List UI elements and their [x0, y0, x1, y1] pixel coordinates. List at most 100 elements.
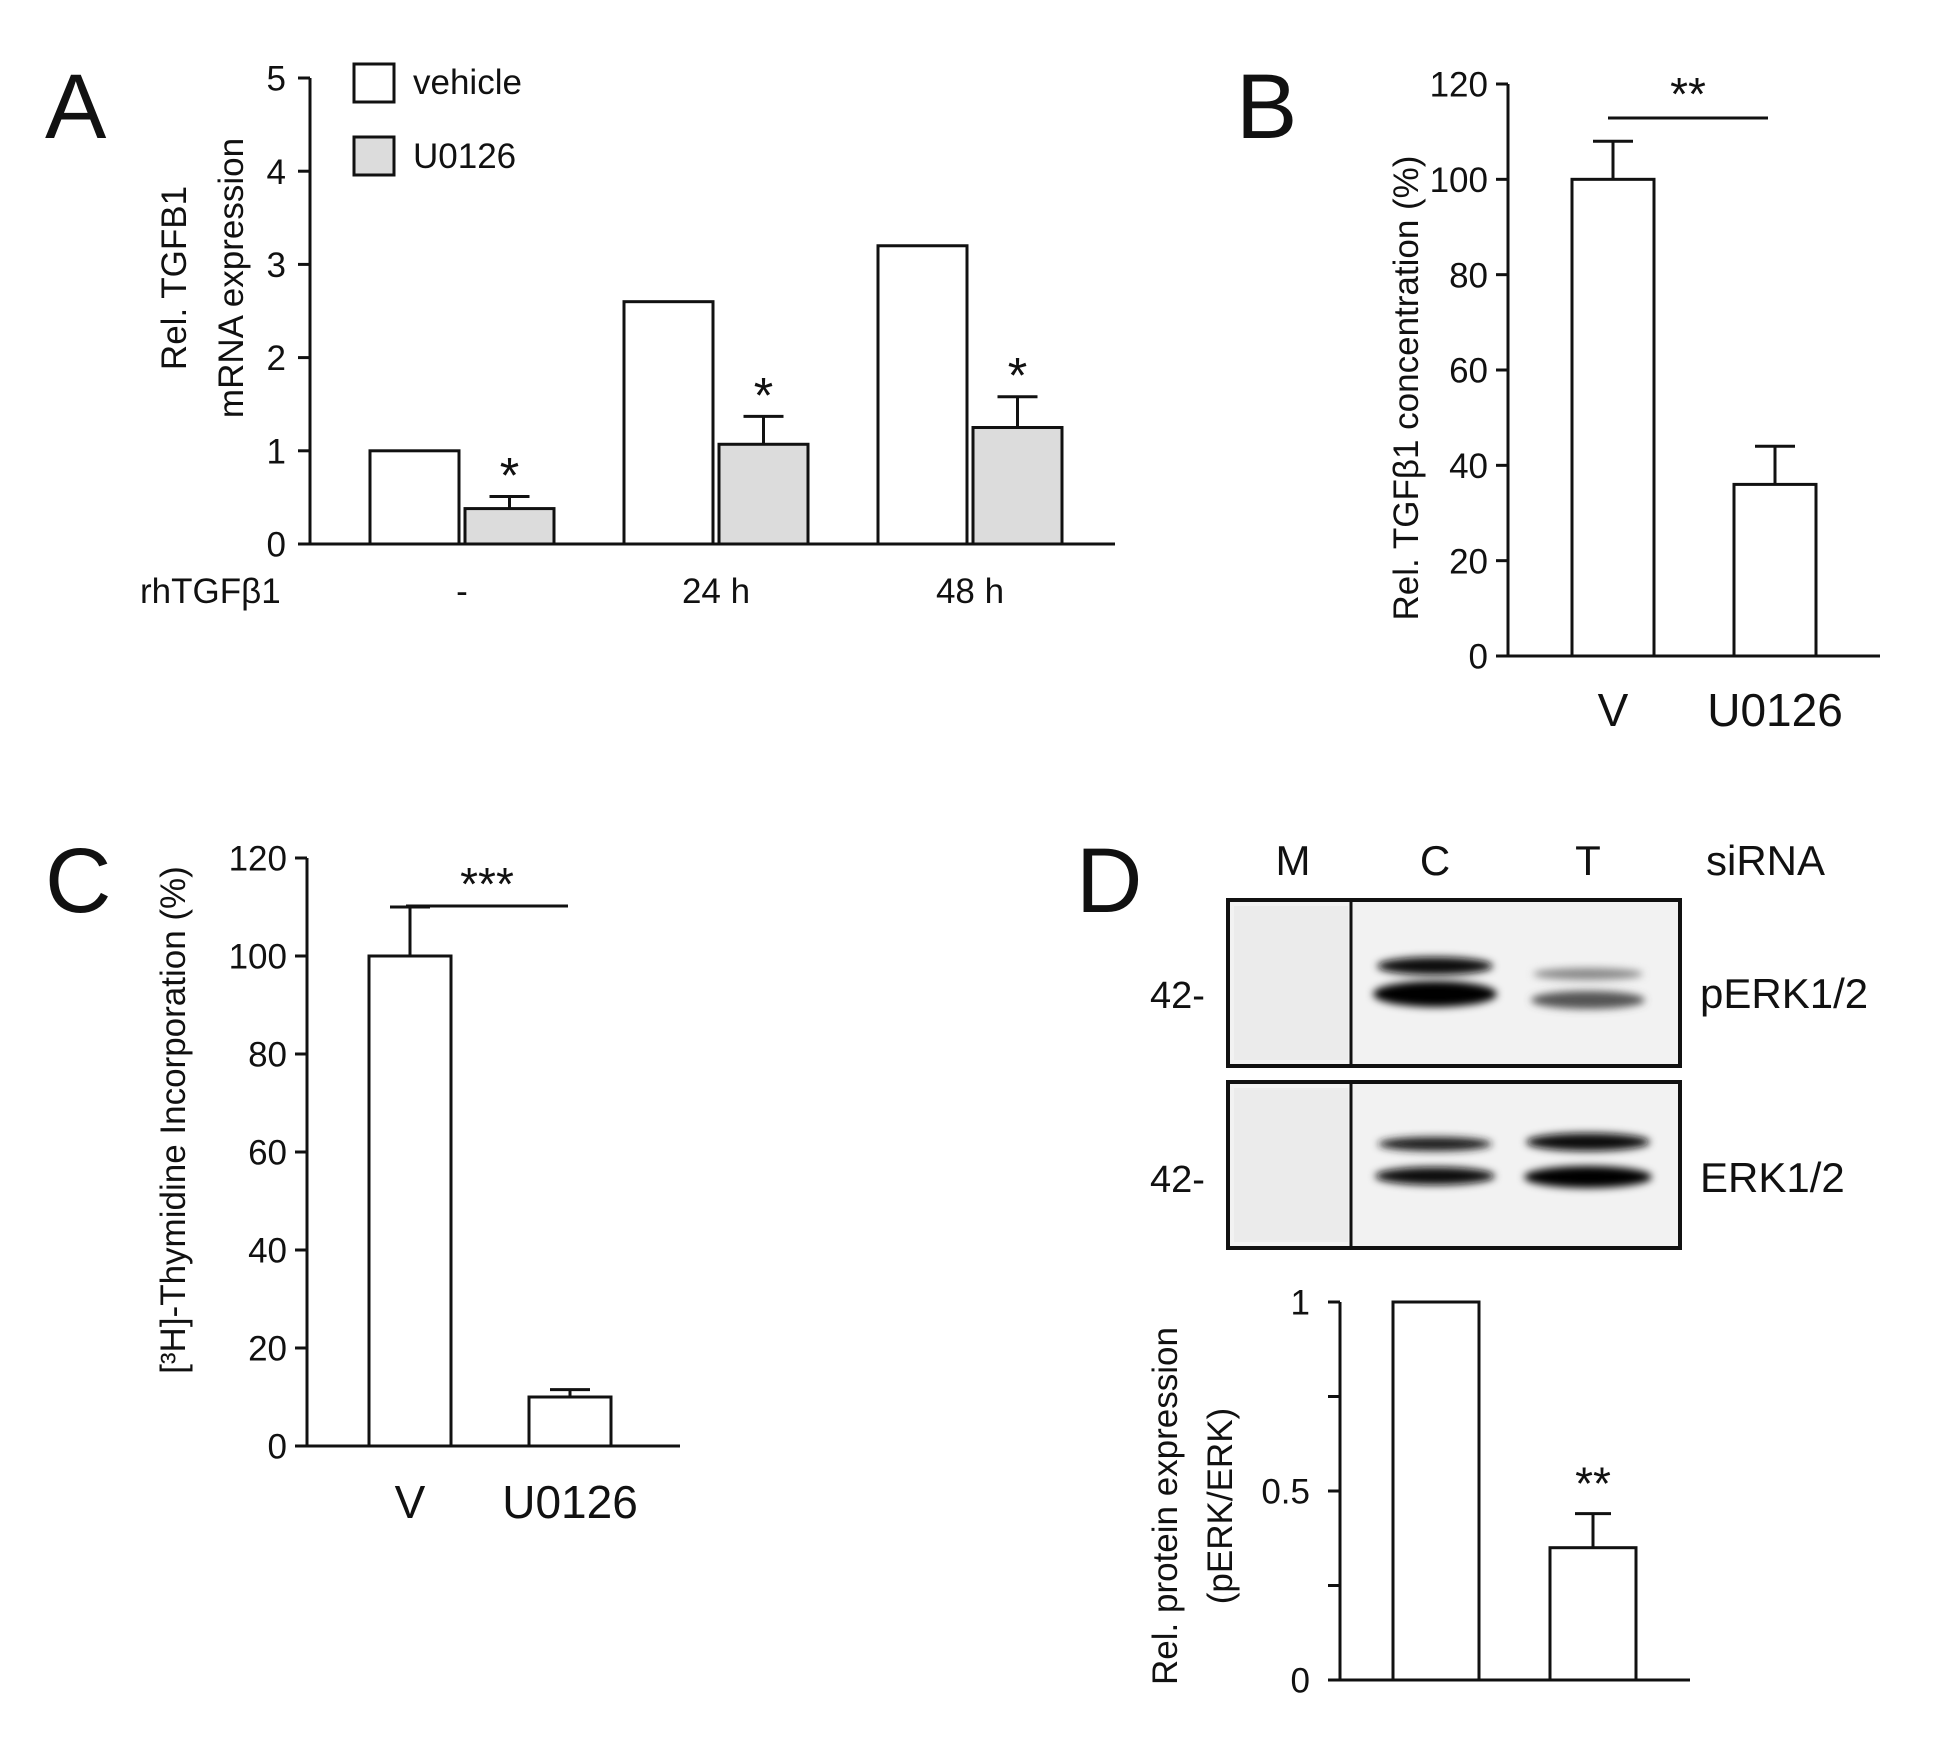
panel-a: A Rel. TGFB1 mRNA expression 0 1 2 3 4 5 * * * …	[45, 56, 1115, 611]
panel-a-ylabel-line2: mRNA expression	[212, 138, 251, 418]
blot-lane-t: T	[1575, 837, 1601, 884]
y-tick-label-0: 0	[267, 526, 286, 565]
y-tick-label-2: 40	[248, 1232, 287, 1271]
x-tick-label-1: U0126	[502, 1476, 638, 1528]
panel-a-ylabel-line1: Rel. TGFB1	[155, 186, 194, 370]
y-tick-label-3: 60	[248, 1134, 287, 1173]
blot-perk-band-c-lower	[1373, 981, 1497, 1007]
y-tick-label-1: 20	[1449, 542, 1488, 581]
error-bar-v	[390, 905, 430, 956]
panel-d: D M C T siRNA 42- pERK1/2	[1076, 830, 1868, 1701]
y-tick-label-6: 120	[229, 840, 287, 879]
bar-u0126-2	[971, 426, 1064, 546]
x-tick-label-0: V	[395, 1476, 426, 1528]
panel-b-bars	[1570, 139, 1818, 658]
blot-lane-m: M	[1276, 837, 1311, 884]
x-tick-label-0: V	[1598, 684, 1629, 736]
panel-letter-c: C	[45, 830, 111, 932]
x-tick-label-1: U0126	[1707, 684, 1843, 736]
significance-1: *	[754, 367, 773, 423]
panel-a-xlabel: rhTGFβ1	[140, 572, 281, 611]
y-tick-label-0: 0	[1469, 638, 1488, 677]
legend-swatch-u0126	[352, 135, 396, 177]
blot-erk	[1226, 1080, 1682, 1250]
panel-b-significance: **	[1670, 68, 1706, 120]
y-tick-label-4: 80	[248, 1036, 287, 1075]
error-bar-u0126	[550, 1388, 590, 1397]
error-bar-v	[1593, 139, 1633, 180]
blot-perk-label: pERK1/2	[1700, 970, 1868, 1017]
significance-0: *	[500, 447, 519, 503]
blot-erk-band-t-lower	[1524, 1166, 1652, 1188]
error-bar-t	[1575, 1512, 1611, 1548]
error-bar-u0126-1	[743, 414, 784, 445]
panel-b-ylabel: Rel. TGFβ1 concentration (%)	[1387, 156, 1426, 621]
blot-lane-header: siRNA	[1706, 837, 1825, 884]
error-bar-u0126	[1755, 444, 1795, 485]
panel-b: B Rel. TGFβ1 concentration (%) 0 20 40 60 80…	[1236, 56, 1880, 736]
y-tick-label-2: 40	[1449, 447, 1488, 486]
bar-u0126-0	[463, 507, 556, 546]
y-tick-label-3: 60	[1449, 352, 1488, 391]
blot-erk-label: ERK1/2	[1700, 1154, 1845, 1201]
panel-b-x-tick-labels: V U0126	[1598, 684, 1843, 736]
blot-perk-band-t-lower	[1531, 991, 1645, 1009]
y-tick-label-0: 0	[1291, 1662, 1310, 1701]
y-tick-label-1: 1	[267, 432, 286, 471]
x-tick-label-1: 24 h	[682, 572, 750, 611]
panel-d-bars: **	[1391, 1300, 1638, 1682]
panel-a-bars: * * *	[368, 244, 1064, 546]
panel-a-legend: vehicle U0126	[352, 62, 522, 177]
legend-label-u0126: U0126	[413, 137, 516, 176]
panel-c-y-ticks: 0 20 40 60 80 100 120	[229, 840, 307, 1467]
panel-letter-a: A	[45, 56, 107, 158]
blot-perk	[1226, 898, 1682, 1068]
bar-t	[1548, 1546, 1638, 1682]
y-tick-label-0: 0	[268, 1428, 287, 1467]
blot-erk-band-c-lower	[1375, 1167, 1495, 1185]
panel-d-ylabel-line2: (pERK/ERK)	[1201, 1408, 1240, 1604]
blot-erk-band-c-upper	[1378, 1137, 1492, 1151]
panel-d-y-ticks: 00.51	[1261, 1284, 1340, 1701]
blot-perk-band-c-upper	[1377, 957, 1493, 975]
y-tick-label-5: 100	[229, 938, 287, 977]
panel-letter-d: D	[1076, 830, 1142, 932]
panel-c-significance: ***	[460, 858, 514, 910]
blot-lane-c: C	[1420, 837, 1450, 884]
y-tick-label-3: 3	[267, 246, 286, 285]
y-tick-label-4: 4	[267, 153, 286, 192]
y-tick-label-1: 20	[248, 1330, 287, 1369]
bar-u0126	[1732, 482, 1818, 658]
y-tick-label-4: 80	[1449, 256, 1488, 295]
significance-t: **	[1575, 1458, 1611, 1510]
y-tick-label-2: 1	[1291, 1284, 1310, 1323]
legend-label-vehicle: vehicle	[413, 63, 522, 102]
bar-vehicle-2	[876, 244, 969, 546]
bar-u0126	[527, 1395, 613, 1448]
panel-letter-b: B	[1236, 56, 1297, 158]
panel-a-x-tick-labels: - 24 h 48 h	[456, 572, 1004, 611]
panel-b-axes	[1506, 84, 1880, 658]
blot-erk-marker: 42-	[1150, 1159, 1205, 1201]
panel-c-bars	[367, 905, 613, 1448]
bar-c	[1391, 1300, 1481, 1682]
significance-2: *	[1008, 348, 1027, 404]
blot-perk-band-t-upper	[1533, 968, 1643, 980]
blot-erk-lane-m	[1234, 1088, 1348, 1242]
panel-a-y-ticks: 0 1 2 3 4 5	[267, 60, 310, 565]
panel-d-ylabel-line1: Rel. protein expression	[1146, 1327, 1185, 1685]
blot-perk-lane-m	[1234, 906, 1348, 1060]
bar-u0126-1	[717, 442, 810, 546]
y-tick-label-2: 2	[267, 339, 286, 378]
x-tick-label-0: -	[456, 572, 468, 611]
panel-c-ylabel: [³H]-Thymidine Incorporation (%)	[154, 866, 193, 1374]
y-tick-label-5: 5	[267, 60, 286, 99]
panel-c-axes	[305, 858, 680, 1448]
error-bar-u0126-0	[489, 494, 530, 509]
bar-vehicle-0	[368, 449, 461, 546]
y-tick-label-1: 0.5	[1261, 1473, 1310, 1512]
blot-perk-marker: 42-	[1150, 975, 1205, 1017]
bar-v	[1570, 177, 1656, 658]
blot-erk-band-t-upper	[1526, 1133, 1650, 1151]
